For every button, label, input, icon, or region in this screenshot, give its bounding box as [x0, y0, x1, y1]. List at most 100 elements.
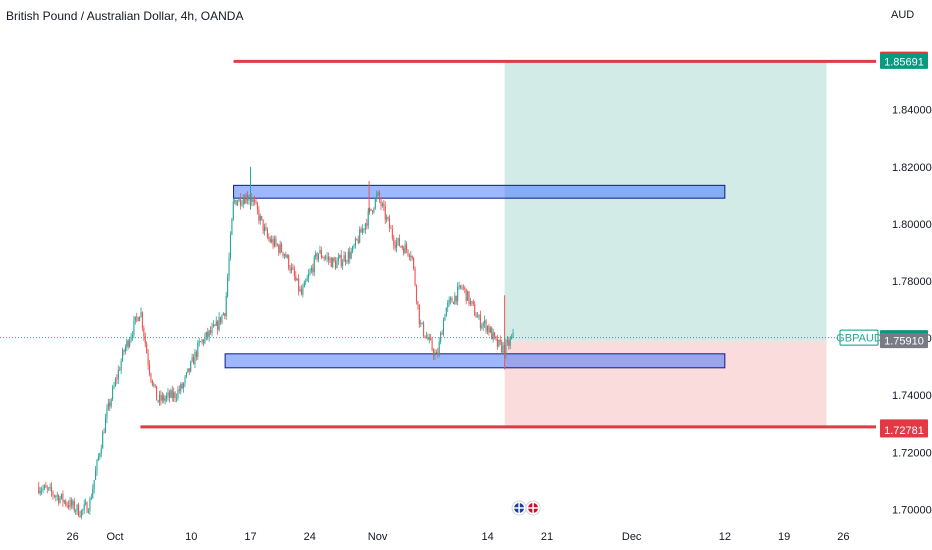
candle-body: [245, 194, 247, 204]
candle-body: [107, 402, 109, 409]
candle-body: [398, 238, 400, 247]
candle-body: [97, 456, 99, 460]
candle-body: [333, 257, 335, 261]
candle-body: [488, 326, 490, 333]
candle-body: [188, 368, 190, 372]
candle-body: [120, 361, 122, 371]
candle-body: [496, 338, 498, 347]
candle-body: [366, 223, 368, 226]
candle-body: [264, 226, 266, 232]
candle-body: [478, 315, 480, 317]
candle-body: [322, 257, 324, 258]
x-tick-label: 21: [541, 531, 553, 543]
candle-body: [370, 208, 372, 211]
candle-body: [494, 332, 496, 337]
candle-body: [512, 332, 514, 337]
candle-body: [367, 211, 369, 226]
candle-body: [190, 361, 192, 372]
australia-flag-icon[interactable]: [511, 500, 527, 516]
candle-body: [407, 249, 409, 255]
candle-body: [273, 238, 276, 247]
candle-body: [191, 357, 193, 362]
candle-body: [133, 320, 135, 336]
candle-body: [330, 258, 332, 267]
candle-body: [156, 385, 158, 401]
candle-body: [472, 301, 474, 305]
candle-body: [183, 383, 185, 389]
candle-body: [63, 500, 65, 503]
candle-body: [397, 238, 399, 242]
candle-body: [73, 501, 75, 511]
candle-body: [62, 493, 64, 503]
resistance-zone[interactable]: [233, 184, 726, 199]
candle-body: [239, 197, 241, 206]
candle-body: [279, 244, 281, 253]
price-label-stop[interactable]: [880, 422, 928, 438]
price-label-text-stop: 1.72781: [884, 425, 924, 437]
candle-body: [471, 301, 473, 302]
candle-body: [391, 228, 393, 238]
candle-body: [387, 217, 389, 219]
chart-title: British Pound / Australian Dollar, 4h, O…: [6, 9, 244, 23]
candle-body: [214, 324, 216, 326]
candle-body: [350, 251, 352, 259]
candle-body: [92, 488, 94, 499]
candle-body: [103, 432, 105, 434]
candle-body: [340, 254, 342, 266]
candle-body: [66, 504, 68, 506]
candle-body: [204, 336, 206, 344]
candle-body: [491, 327, 493, 340]
candle-body: [467, 291, 469, 301]
candle-body: [376, 194, 378, 199]
candle-body: [147, 353, 149, 365]
candle-body: [283, 254, 285, 256]
candle-body: [76, 504, 78, 511]
candle-body: [336, 261, 338, 269]
candle-body: [171, 390, 173, 398]
candle-body: [326, 256, 328, 258]
candle-body: [181, 383, 183, 389]
candle-body: [485, 320, 487, 332]
support-zone[interactable]: [224, 353, 726, 369]
candle-body: [215, 321, 217, 326]
candle-body: [369, 208, 371, 212]
loss-area[interactable]: [504, 340, 827, 427]
candle-body: [302, 287, 304, 295]
candle-body: [272, 239, 274, 247]
candle-body: [231, 218, 233, 235]
candle-body: [424, 335, 426, 338]
candle-body: [131, 335, 134, 337]
candle-body: [359, 229, 361, 243]
candle-body: [161, 395, 163, 401]
candle-body: [234, 200, 236, 202]
candle-body: [114, 379, 116, 386]
candle-body: [339, 254, 341, 258]
candle-body: [65, 500, 67, 505]
candle-body: [492, 332, 494, 340]
candle-body: [170, 390, 172, 398]
candle-body: [86, 502, 88, 513]
y-tick-label: 1.74000: [892, 390, 932, 402]
candle-body: [320, 249, 322, 258]
candle-body: [251, 197, 253, 202]
price-label-tp[interactable]: [880, 53, 928, 69]
candle-body: [290, 267, 293, 271]
candle-body: [110, 399, 112, 407]
price-label-entry[interactable]: [880, 333, 928, 349]
candle-body: [342, 261, 344, 266]
candle-body: [462, 287, 464, 289]
x-tick-label: 24: [304, 531, 316, 543]
symbol-badge[interactable]: [839, 329, 879, 346]
candle-body: [481, 325, 483, 328]
candle-body: [506, 340, 508, 343]
candle-body: [241, 204, 243, 206]
candle-body: [489, 327, 491, 333]
uk-flag-icon[interactable]: [525, 500, 541, 516]
candle-body: [427, 336, 429, 340]
profit-area[interactable]: [504, 61, 827, 341]
candle-body: [482, 323, 484, 326]
candle-body: [130, 336, 132, 341]
price-label-text-entry: 1.75910: [884, 336, 924, 348]
candle-body: [415, 285, 418, 302]
